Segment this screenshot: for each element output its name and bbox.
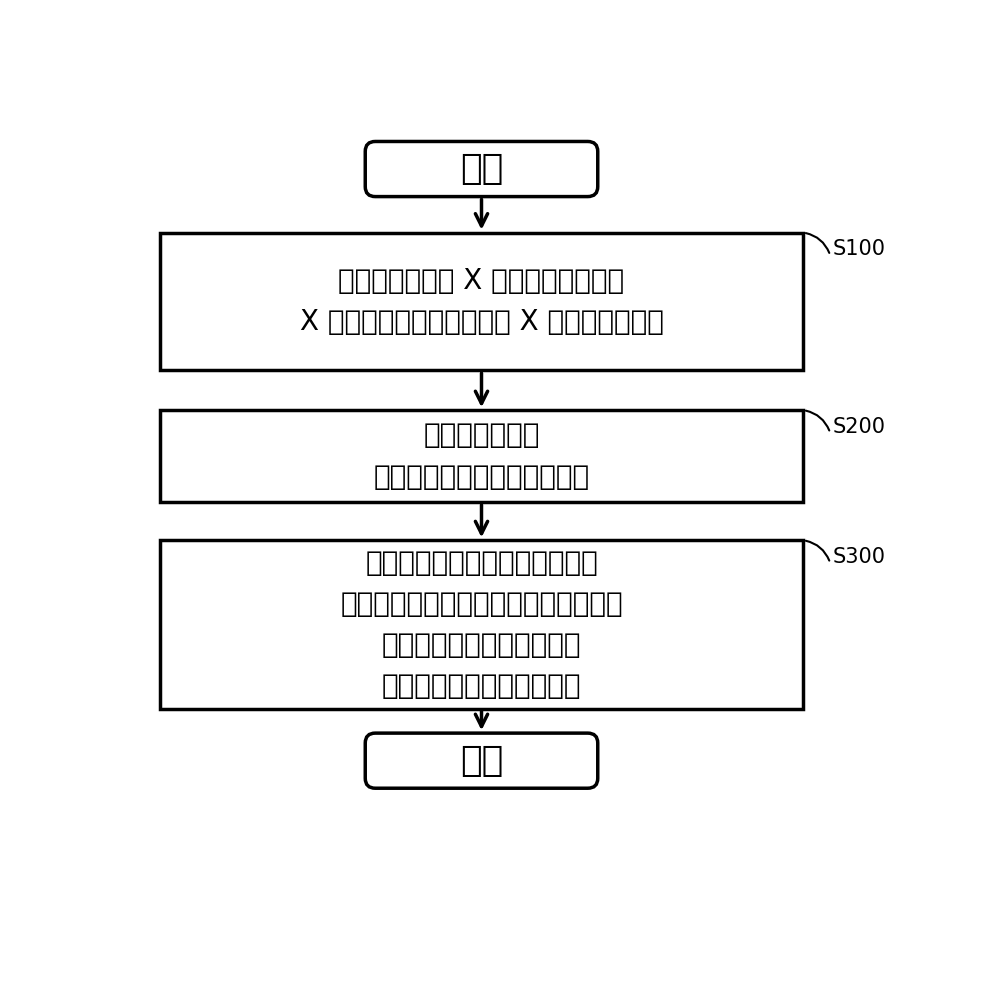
Text: 开始: 开始 — [460, 152, 503, 186]
Text: S100: S100 — [833, 240, 886, 259]
Text: 结束: 结束 — [460, 744, 503, 777]
Text: 基于关于被检查物的权重系数与
差分值的关系以及关于多个参照物体的
权重系数与差分值的关系，
判定被检查物的物质的种类: 基于关于被检查物的权重系数与 差分值的关系以及关于多个参照物体的 权重系数与差分… — [340, 549, 623, 700]
Text: S300: S300 — [833, 547, 886, 568]
Text: S200: S200 — [833, 416, 886, 437]
FancyBboxPatch shape — [160, 233, 803, 371]
Text: 关于被检查物，
求出差分值与权重系数的关系: 关于被检查物， 求出差分值与权重系数的关系 — [373, 421, 590, 491]
Text: 向被检查物照射 X 射线，检测低能量
X 射线的透过强度和高能量 X 射线的透过强度: 向被检查物照射 X 射线，检测低能量 X 射线的透过强度和高能量 X 射线的透过… — [300, 266, 663, 336]
FancyBboxPatch shape — [160, 541, 803, 709]
FancyBboxPatch shape — [365, 141, 598, 197]
FancyBboxPatch shape — [160, 411, 803, 502]
FancyBboxPatch shape — [365, 734, 598, 788]
